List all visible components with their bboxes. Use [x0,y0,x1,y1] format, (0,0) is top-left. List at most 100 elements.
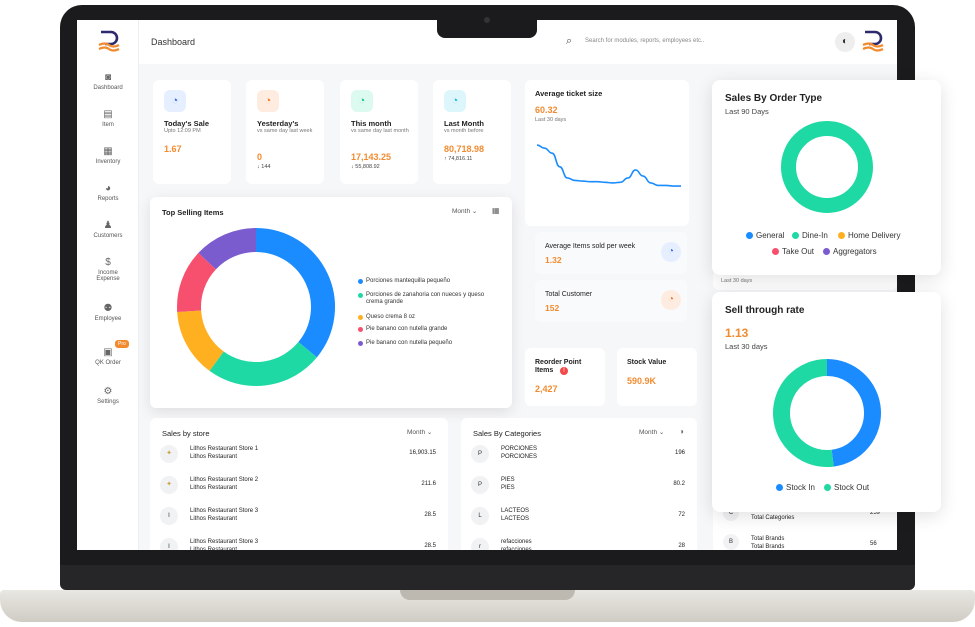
row-sub: Lithos Restaurant [190,516,238,522]
avg-items-value: 1.32 [545,255,562,265]
reorder-title: Reorder Point Items [535,359,582,374]
chevron-down-icon: ⌄ [471,208,478,215]
sidebar-item-item[interactable]: ▤ Item [77,109,139,128]
kpi-card-last-month[interactable]: ◔ Last Month vs month before 80,718.98 ↑… [433,80,511,184]
sales-by-categories-filter[interactable]: Month ⌄ [639,428,664,436]
sidebar-item-label: Income [98,270,118,276]
top-selling-filter[interactable]: Month ⌄ [452,207,477,215]
table-view-icon[interactable]: ▦ [492,206,500,215]
row-name: PIES [501,477,515,483]
kpi-sub: vs same day last month [351,128,409,134]
sidebar-item-reports[interactable]: ◕ Reports [77,183,139,202]
row-name: PORCIONES [501,446,538,452]
row-value: 259 [870,510,881,516]
search-placeholder: Search for modules, reports, employees e… [585,38,705,44]
total-customer-value: 152 [545,303,560,313]
reorder-card: Reorder Point Items ! 2,427 [525,348,605,406]
pie-icon: ◕ [104,183,112,194]
row-value: 211.6 [421,481,436,487]
row-value: 28.5 [424,543,436,549]
row-value: 28.5 [424,512,436,518]
kpi-card-this-month[interactable]: ◔ This month vs same day last month 17,1… [340,80,418,184]
row-avatar: ✦ [160,476,178,494]
sales-by-store-filter[interactable]: Month ⌄ [407,428,432,436]
kpi-value: 0 [257,152,263,162]
reorder-value: 2,427 [535,384,558,394]
layers-icon: ▦ [103,146,113,157]
sidebar-item-inventory[interactable]: ▦ Inventory [77,146,139,165]
dark-mode-toggle[interactable]: ◐ [835,32,855,52]
kpi-delta: ↓ 144 [257,164,271,170]
top-selling-card: Top Selling Items Month ⌄ ▦ Porciones ma… [150,197,512,408]
kpi-delta: ↑ 74,816.11 [444,156,473,162]
donut-slice-stock-out [773,359,834,467]
order-type-card: Sales By Order Type Last 90 Days General… [712,80,941,275]
top-selling-legend-item: Porciones mantequilla pequeño [358,278,493,285]
top-selling-donut [177,228,335,386]
sell-through-donut [773,359,881,467]
kpi-title: Today's Sale [164,119,209,128]
kpi-delta: ↓ 55,808.92 [351,164,380,170]
sidebar-item-qk-order[interactable]: ▣ QK Order [77,347,139,366]
laptop-bottom-bezel [60,565,915,590]
avg-ticket-title: Average ticket size [535,89,603,98]
legend-dot [358,279,363,284]
sidebar-item-label: Dashboard [93,85,123,91]
kpi-card-today[interactable]: ◔ Today's Sale Upto 12:09 PM 1.67 [153,80,231,184]
sidebar-item-label: QK Order [95,360,121,366]
right-peek-card-top: Last 30 days [713,270,897,290]
stock-value-value: 590.9K [627,376,657,386]
chart-toggle-icon[interactable]: ◑ [679,427,684,436]
kpi-sub: vs same day last week [257,128,313,134]
legend-take-out: Take Out [772,247,814,256]
sidebar-item-income-expense[interactable]: $ Income Expense [77,257,139,282]
sales-by-store-card: Sales by store Month ⌄ ✦ Lithos Restauran… [150,418,448,550]
legend-label: Pie banano con nutella pequeño [366,340,453,346]
kpi-card-yesterday[interactable]: ◔ Yesterday's vs same day last week 0 ↓ … [246,80,324,184]
legend-dot [358,341,363,346]
avg-ticket-value: 60.32 [535,105,558,115]
users-icon: ♟ [103,220,113,231]
sales-by-store-title: Sales by store [162,429,210,438]
row-sub: PORCIONES [501,454,538,460]
sales-by-categories-card: Sales By Categories Month ⌄ ◑ P PORCIONES… [461,418,697,550]
row-name: Lithos Restaurant Store 2 [190,477,259,483]
donut-slice-stock-in [826,359,881,467]
row-sub: Lithos Restaurant [190,547,238,550]
chevron-down-icon: ⌄ [426,429,433,436]
kpi-title: Last Month [444,119,484,128]
filter-label: Month [407,429,426,436]
sidebar-item-settings[interactable]: ⚙ Settings [77,386,139,405]
kpi-sub: Upto 12:09 PM [164,128,201,134]
legend-home-delivery: Home Delivery [838,231,900,240]
top-selling-legend-item: Queso crema 8 oz [358,314,493,321]
right-peek-last30: Last 30 days [721,278,753,284]
legend-dot [358,293,363,298]
sidebar-item-customers[interactable]: ♟ Customers [77,220,139,239]
kpi-title: This month [351,119,392,128]
pie-chart-icon: ◔ [661,290,681,310]
donut-slice-pie-banano-con-nutella-peque-o [198,228,257,270]
laptop-base [0,590,975,622]
page-title: Dashboard [151,37,196,47]
row-value: 28 [678,543,685,549]
row-value: 56 [870,541,877,547]
row-sub: Lithos Restaurant [190,485,238,491]
sidebar-item-label: Inventory [95,159,121,165]
search-input[interactable]: ⌕ Search for modules, reports, employees… [563,34,743,50]
sell-through-sub: Last 30 days [725,342,768,351]
pie-chart-icon: ◔ [661,242,681,262]
kpi-value: 1.67 [164,144,182,154]
sidebar-item-employee[interactable]: ⚉ Employee [77,303,139,322]
row-sub: Total Brands [751,544,785,550]
legend-label: Pie banano con nutella grande [366,326,448,332]
row-name: Lithos Restaurant Store 1 [190,446,259,452]
row-name: Lithos Restaurant Store 3 [190,539,259,545]
sidebar-item-dashboard[interactable]: ◙ Dashboard [77,72,139,91]
sidebar-item-label: Settings [97,399,119,405]
stock-value-title: Stock Value [627,359,667,366]
kpi-value: 17,143.25 [351,152,392,162]
legend-label: Porciones mantequilla pequeño [366,278,451,284]
kpi-value: 80,718.98 [444,144,485,154]
sidebar-item-label-2: Expense [96,276,120,282]
